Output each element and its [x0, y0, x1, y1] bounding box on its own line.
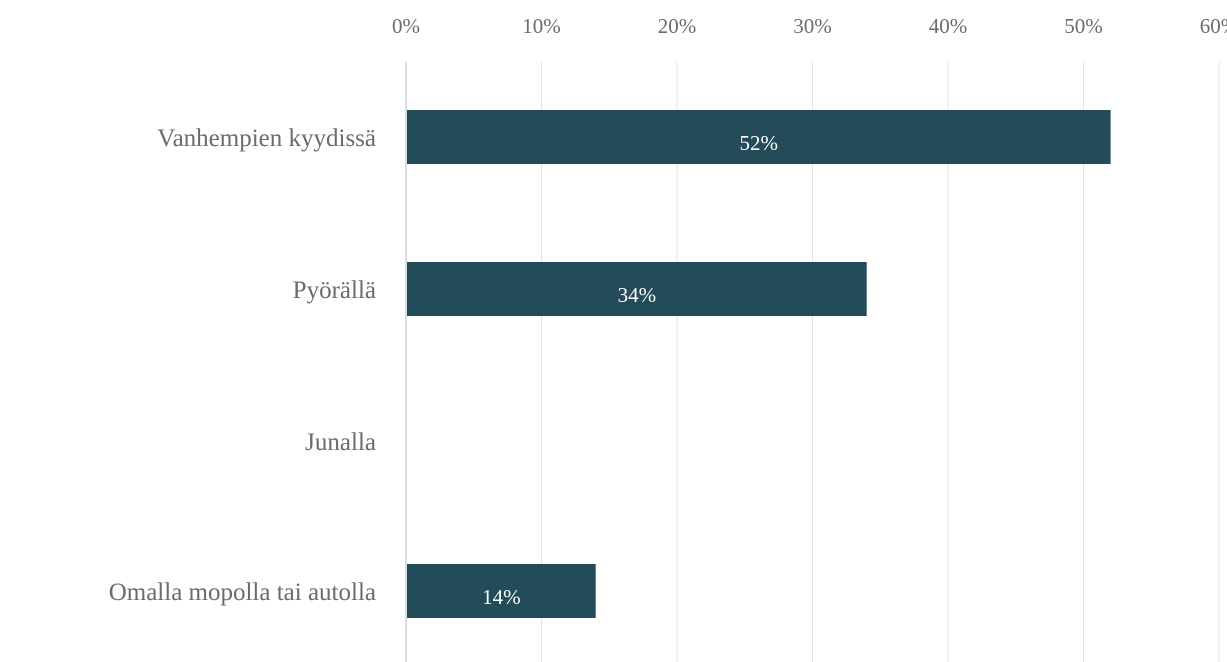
category-label: Vanhempien kyydissä [157, 125, 376, 152]
bars: 52% 34% 14% [407, 110, 1111, 618]
bar [407, 262, 867, 316]
data-label: 34% [618, 283, 657, 307]
data-label: 14% [482, 585, 521, 609]
x-axis-ticks: 0% 10% 20% 30% 40% 50% 60% [392, 14, 1227, 38]
x-tick-label: 20% [658, 14, 697, 38]
data-label: 52% [740, 131, 779, 155]
bar [407, 564, 596, 618]
bar [407, 110, 1111, 164]
category-label: Omalla mopolla tai autolla [109, 579, 376, 606]
category-label: Pyörällä [293, 277, 376, 304]
x-tick-label: 60% [1200, 14, 1227, 38]
x-tick-label: 30% [793, 14, 832, 38]
x-tick-label: 40% [929, 14, 968, 38]
category-labels: Vanhempien kyydissä Pyörällä Junalla Omalla… [109, 125, 376, 606]
x-tick-label: 50% [1064, 14, 1103, 38]
category-label: Junalla [305, 429, 376, 456]
x-tick-label: 10% [522, 14, 561, 38]
x-tick-label: 0% [392, 14, 420, 38]
